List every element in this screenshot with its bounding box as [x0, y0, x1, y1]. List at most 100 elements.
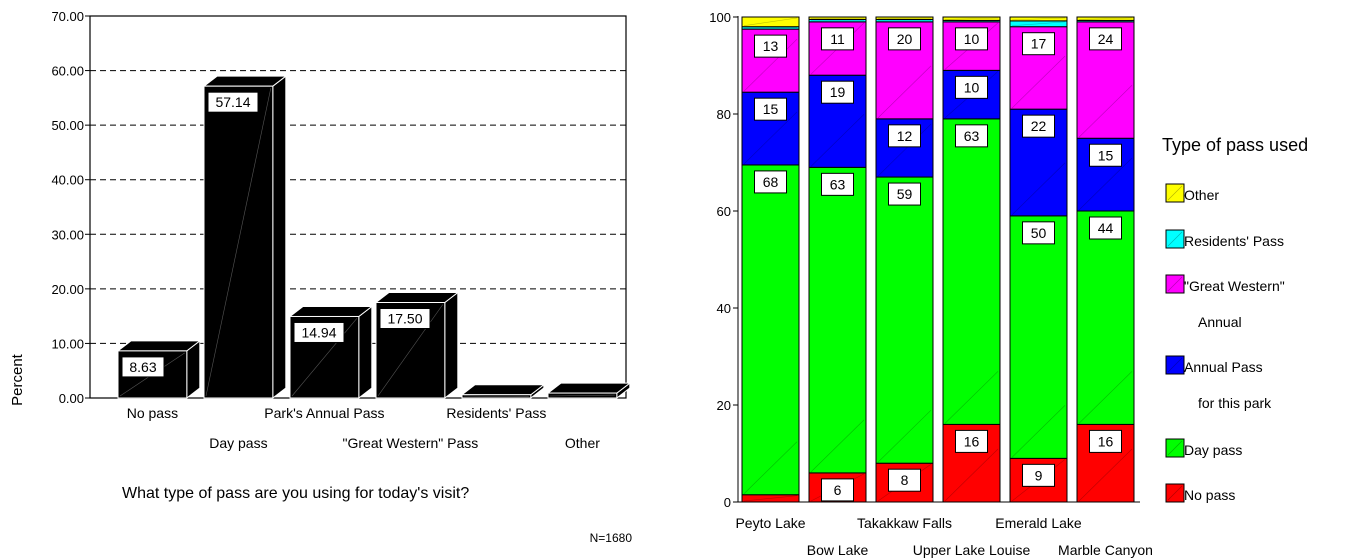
segment-label-box	[955, 429, 988, 453]
y-axis-title: Percent	[9, 353, 26, 406]
segment-sheen	[810, 419, 865, 473]
legend-swatch	[1165, 438, 1185, 458]
segment-label: 15	[1098, 147, 1114, 163]
segment-sheen	[944, 371, 999, 424]
bar-sheen	[291, 318, 358, 397]
legend: Other Residents' Pass "Great Western" Annua…	[1165, 183, 1285, 503]
y-tick-label: 50.00	[51, 118, 84, 133]
legend-item: Residents' Pass	[1165, 229, 1284, 249]
y-tick-label: 0.00	[59, 391, 84, 406]
data-label-box	[379, 308, 431, 329]
bar-top	[288, 305, 374, 317]
stacked-bar: 8 59 12 20	[875, 16, 934, 503]
segment-sheen	[1078, 85, 1133, 138]
segment-label: 9	[1035, 467, 1043, 483]
segment-label-box	[888, 468, 921, 492]
segment-label: 16	[1098, 433, 1114, 449]
segment-label-box	[821, 172, 854, 196]
segment-label-box	[955, 27, 988, 51]
bar-segment	[875, 176, 934, 464]
y-tick-label: 40.00	[51, 173, 84, 188]
segment-label: 68	[763, 174, 779, 190]
segment-sheen	[944, 17, 999, 20]
legend-item: Day pass	[1165, 438, 1242, 458]
segment-label-box	[955, 75, 988, 99]
y-tick-label: 0	[724, 495, 731, 510]
bar-segment	[942, 118, 1001, 425]
legend-swatch-sheen	[1167, 185, 1183, 201]
segment-label: 16	[964, 433, 980, 449]
segment-label-box	[1022, 114, 1055, 138]
bar-segment	[1076, 16, 1135, 21]
bar-group	[546, 382, 632, 400]
segment-sheen	[1011, 162, 1066, 216]
legend-swatch-sheen	[1167, 440, 1183, 456]
segment-label-box	[888, 182, 921, 206]
segment-sheen	[1011, 405, 1066, 458]
segment-sheen	[743, 38, 798, 92]
y-gridlines	[90, 70, 626, 344]
segment-label: 22	[1031, 118, 1047, 134]
legend-swatch	[1165, 229, 1185, 249]
y-tick-label: 20	[717, 398, 731, 413]
bar-segment	[1076, 210, 1135, 425]
x-tick-label: Other	[565, 435, 600, 451]
segment-label: 24	[1098, 31, 1114, 47]
bar-top	[116, 340, 202, 352]
segment-label-box	[821, 80, 854, 104]
bar-group	[460, 383, 546, 400]
bar-group: 14.94	[288, 305, 374, 400]
data-label-box	[293, 321, 345, 343]
y-tick-label: 80	[717, 107, 731, 122]
segment-label: 8	[901, 472, 909, 488]
legend-label: for this park	[1198, 395, 1272, 411]
segment-sheen	[743, 17, 798, 26]
bar-sheen	[377, 304, 444, 397]
segment-sheen	[1078, 371, 1133, 424]
segment-sheen	[1078, 20, 1133, 22]
data-label-box	[207, 91, 259, 113]
segment-sheen	[944, 448, 999, 502]
segment-label-box	[754, 34, 787, 58]
segment-label: 10	[964, 31, 980, 47]
x-tick-label: Peyto Lake	[735, 515, 805, 531]
legend-label: Day pass	[1184, 442, 1242, 458]
stacked-bar: 68 15 13	[741, 16, 800, 503]
legend-swatch	[1165, 483, 1185, 503]
bar-sheen	[205, 88, 272, 397]
segment-label-box	[754, 97, 787, 121]
y-tick-label: 70.00	[51, 9, 84, 24]
bars: 8.63 57.14 14.94 17.50	[116, 75, 632, 400]
bar-segment	[741, 16, 800, 28]
legend-swatch-sheen	[1167, 231, 1183, 247]
bar-sheen	[463, 395, 529, 398]
segment-label: 13	[763, 38, 779, 54]
stacked-bar: 16 44 15 24	[1076, 16, 1135, 503]
bar-segment	[1009, 16, 1068, 22]
segment-sheen	[877, 65, 932, 119]
data-label: 57.14	[215, 94, 250, 110]
legend-label: Annual Pass	[1184, 359, 1263, 375]
segment-label: 63	[830, 176, 846, 192]
segment-label-box	[821, 478, 854, 502]
y-tick-label: 60.00	[51, 64, 84, 79]
segment-sheen	[1078, 17, 1133, 20]
bar-segment	[808, 166, 867, 474]
bar-segment	[741, 164, 800, 496]
segment-label: 44	[1098, 220, 1114, 236]
segment-label: 10	[964, 79, 980, 95]
stacked-bar: 9 50 22 17	[1009, 16, 1068, 503]
segment-sheen	[1078, 448, 1133, 502]
bar-top	[546, 382, 632, 394]
x-tick-label: Residents' Pass	[446, 405, 546, 421]
segment-label-box	[754, 170, 787, 194]
x-axis-ticks: No pass Day pass Park's Annual Pass "Great …	[127, 405, 601, 451]
bar-segment	[875, 16, 934, 20]
sample-size-note: N=1680	[590, 531, 633, 545]
y-tick-label: 40	[717, 301, 731, 316]
legend-swatch-sheen	[1167, 357, 1183, 373]
segment-label-box	[1022, 463, 1055, 487]
segment-label-box	[1022, 32, 1055, 56]
bar-sheen	[549, 394, 615, 397]
